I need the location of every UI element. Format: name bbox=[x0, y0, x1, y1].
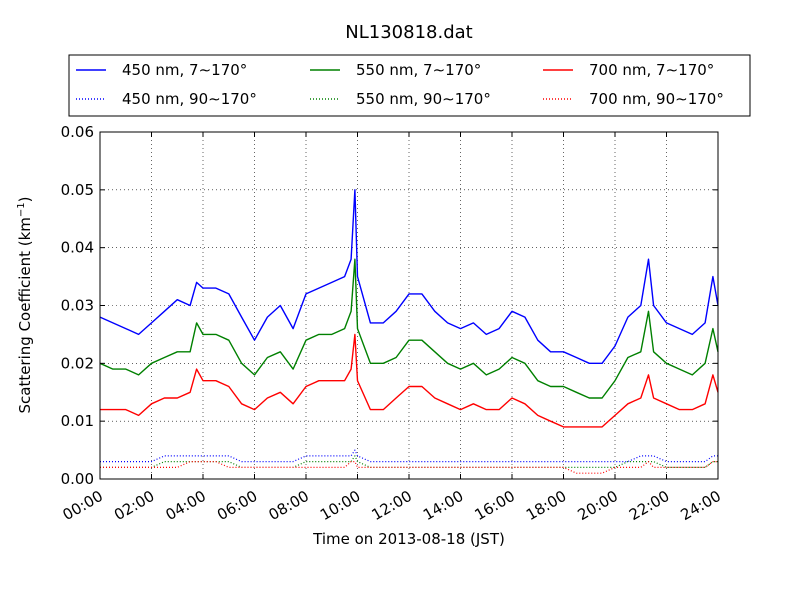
x-tick-label: 02:00 bbox=[111, 487, 157, 524]
x-tick-label: 24:00 bbox=[678, 487, 724, 524]
x-tick-label: 22:00 bbox=[626, 487, 672, 524]
y-axis-label: Scattering Coefficient (km−1) bbox=[16, 196, 34, 413]
x-tick-label: 04:00 bbox=[163, 487, 209, 524]
y-tick-label: 0.04 bbox=[61, 239, 94, 257]
x-tick-label: 14:00 bbox=[420, 487, 466, 524]
x-tick-label: 10:00 bbox=[317, 487, 363, 524]
legend: 450 nm, 7∼170° 550 nm, 7∼170° 700 nm, 7∼17… bbox=[68, 54, 751, 117]
series-line bbox=[99, 258, 719, 399]
y-tick-label: 0.05 bbox=[61, 181, 94, 199]
y-tick-label: 0.02 bbox=[61, 354, 94, 372]
y-tick-label: 0.03 bbox=[61, 297, 94, 315]
y-tick-label: 0.06 bbox=[61, 123, 94, 141]
legend-label: 550 nm, 90∼170° bbox=[356, 90, 491, 108]
chart-title: NL130818.dat bbox=[345, 22, 472, 43]
y-tick-label: 0.00 bbox=[61, 470, 94, 488]
y-axis-label-main: Scattering Coefficient (km bbox=[16, 217, 34, 413]
x-tick-label: 18:00 bbox=[523, 487, 569, 524]
x-tick-label: 12:00 bbox=[369, 487, 415, 524]
series-layer bbox=[99, 189, 719, 474]
legend-label: 700 nm, 7∼170° bbox=[589, 61, 714, 79]
legend-label: 450 nm, 90∼170° bbox=[122, 90, 257, 108]
x-tick-label: 06:00 bbox=[214, 487, 260, 524]
y-axis-label-sup: −1 bbox=[16, 202, 27, 217]
legend-label: 550 nm, 7∼170° bbox=[356, 61, 481, 79]
series-line bbox=[100, 333, 719, 428]
legend-label: 450 nm, 7∼170° bbox=[122, 61, 247, 79]
series-line bbox=[99, 189, 719, 364]
x-axis-label: Time on 2013-08-18 (JST) bbox=[312, 530, 505, 548]
y-tick-label: 0.01 bbox=[61, 412, 94, 430]
x-tick-label: 20:00 bbox=[575, 487, 621, 524]
grid bbox=[100, 132, 718, 479]
x-tick-label: 08:00 bbox=[266, 487, 312, 524]
x-tick-label: 00:00 bbox=[60, 487, 106, 524]
y-axis-label-end: ) bbox=[16, 196, 34, 202]
x-tick-label: 16:00 bbox=[472, 487, 518, 524]
legend-box bbox=[68, 54, 751, 117]
legend-label: 700 nm, 90∼170° bbox=[589, 90, 724, 108]
